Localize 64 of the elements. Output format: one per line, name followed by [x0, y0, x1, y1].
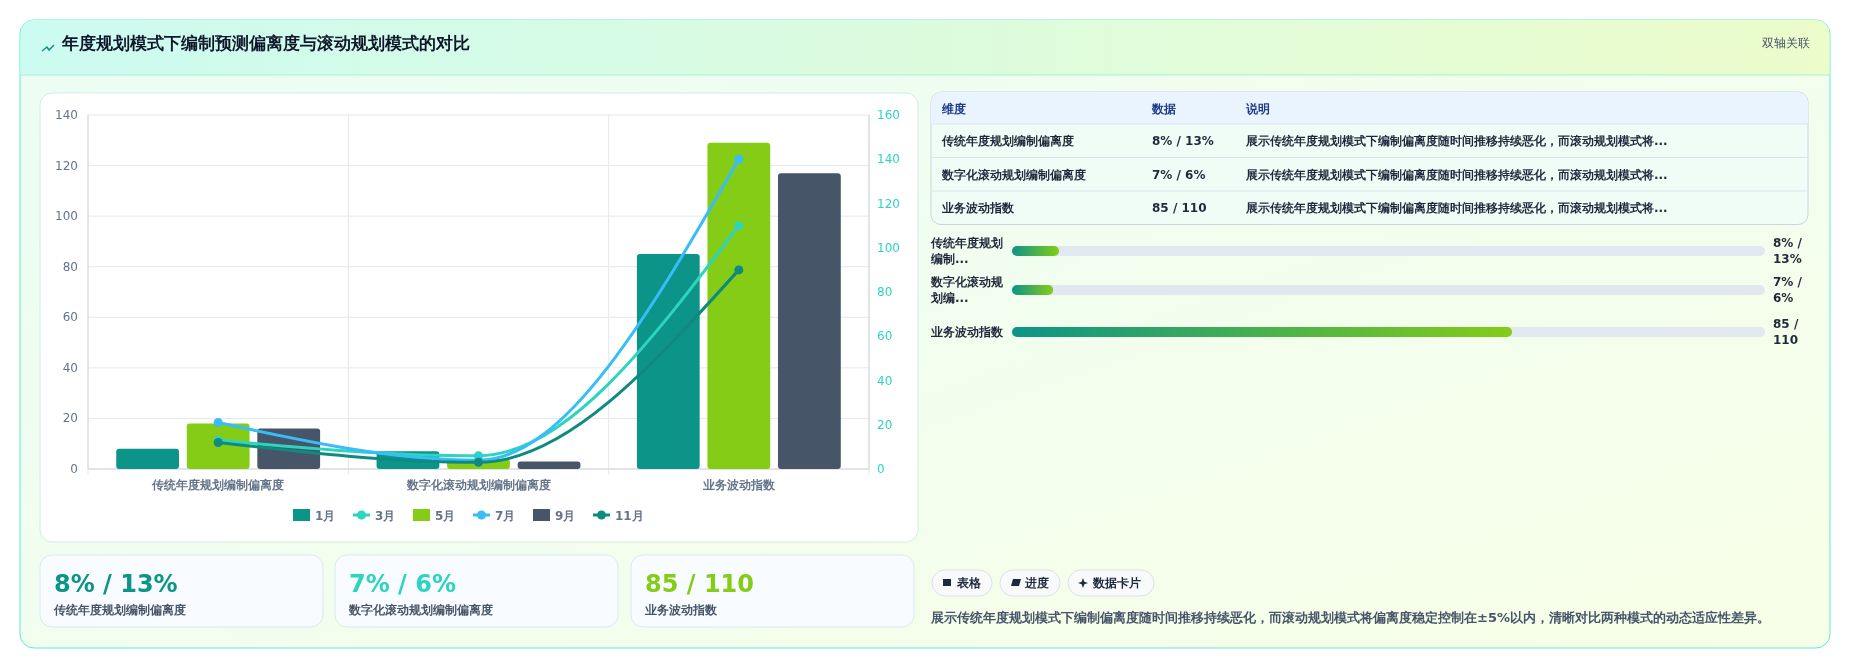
bar: [707, 142, 771, 469]
y2-tick-label: 20: [877, 417, 893, 432]
data-label: 8% / 13%: [1773, 236, 1803, 266]
y2-tick-label: 140: [877, 152, 900, 167]
category-label: 传统年度规划编制偏离度: [942, 134, 1074, 148]
x-tick-label: 数字化滚动规划编制偏离度: [405, 478, 551, 492]
bar: [116, 448, 180, 469]
y-tick-label: 60: [62, 310, 78, 325]
category-label: 业务波动指数: [942, 201, 1014, 215]
point: [734, 154, 744, 164]
text: 展示传统年度规划模式下编制偏离度随时间推移持续恶化，而滚动规划模式将偏离度稳定控制在±5%以内，清晰对比两种模式的动态适应性差异。: [930, 610, 1770, 625]
text: 双轴关联: [1762, 36, 1810, 50]
y2-tick-label: 100: [877, 240, 900, 255]
category-label: 业务波动指数: [644, 603, 718, 617]
y-tick-label: 120: [55, 158, 78, 173]
category-label: 进度: [1024, 576, 1049, 590]
legend-label: 9月: [555, 508, 576, 523]
y-tick-label: 业务波动指数: [930, 325, 1004, 339]
text: 展示传统年度规划模式下编制偏离度随时间推移持续恶化，而滚动规划模式将...: [1246, 167, 1668, 182]
y-tick-label: 数字化滚动规划编...: [930, 275, 1004, 305]
category-label: 数字化滚动规划编制偏离度: [348, 603, 493, 617]
y2-tick-label: 40: [877, 373, 893, 388]
bar: [777, 173, 841, 469]
category-label: 数据: [1151, 102, 1176, 116]
legend-label: 1月: [315, 508, 336, 523]
text: 8% / 13%: [1152, 134, 1214, 148]
y-tick-label: 100: [55, 209, 78, 224]
legend-label: 5月: [435, 508, 456, 523]
category-label: 数字化滚动规划编制偏离度: [942, 167, 1086, 182]
chart-title: 年度规划模式下编制预测偏离度与滚动规划模式的对比: [61, 33, 470, 53]
legend-label: 11月: [615, 508, 644, 523]
category-label: 数据卡片: [1092, 576, 1141, 590]
y2-tick-label: 80: [877, 285, 893, 299]
legend-label: 7月: [495, 508, 516, 523]
category-label: 表格: [956, 576, 982, 590]
text: 8% / 13%: [54, 570, 178, 598]
text: 展示传统年度规划模式下编制偏离度随时间推移持续恶化，而滚动规划模式将...: [1246, 201, 1668, 215]
category-label: 说明: [1245, 102, 1270, 116]
y2-tick-label: 160: [877, 108, 900, 122]
data-label: 7% / 6%: [1773, 275, 1803, 305]
x-tick-label: 业务波动指数: [701, 478, 776, 492]
y-tick-label: 传统年度规划编制...: [930, 236, 1003, 266]
point: [734, 221, 744, 231]
y2-tick-label: 120: [877, 196, 900, 211]
y-tick-label: 0: [70, 462, 78, 476]
point: [734, 265, 744, 275]
bar: [517, 461, 581, 469]
y2-tick-label: 60: [877, 329, 893, 344]
y2-tick-label: 0: [877, 462, 885, 476]
y-tick-label: 20: [62, 411, 78, 426]
text: 85 / 110: [645, 570, 754, 598]
category-label: 维度: [941, 102, 966, 116]
x-tick-label: 传统年度规划编制偏离度: [151, 478, 285, 492]
data-label: 85 / 110: [1773, 317, 1799, 347]
legend-label: 3月: [375, 508, 396, 523]
text: 7% / 6%: [1152, 167, 1206, 182]
point: [213, 418, 223, 428]
text: 7% / 6%: [349, 570, 456, 598]
category-label: 传统年度规划编制偏离度: [53, 603, 186, 617]
text: 展示传统年度规划模式下编制偏离度随时间推移持续恶化，而滚动规划模式将...: [1246, 134, 1668, 148]
y-tick-label: 140: [55, 108, 78, 122]
y-tick-label: 80: [62, 259, 78, 274]
y-tick-label: 40: [62, 360, 78, 375]
text: 85 / 110: [1152, 201, 1207, 215]
